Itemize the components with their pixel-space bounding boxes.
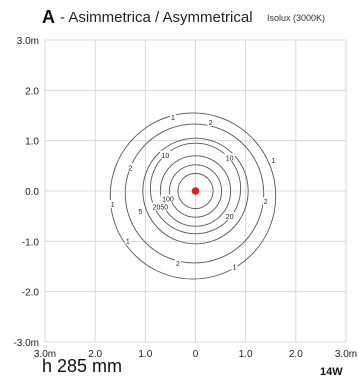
x-tick-label: 0 (193, 349, 199, 360)
x-tick-label: 3.0m (34, 349, 56, 360)
contour-label-bg (160, 150, 171, 159)
contour-lines (109, 112, 277, 280)
contour-label: 10 (162, 153, 170, 160)
contour-label-bg (160, 194, 176, 203)
y-tick-label: 2.0 (25, 86, 39, 97)
y-tick-label: 0.0 (25, 187, 39, 198)
contour-label: 10 (226, 155, 234, 162)
contour-label-bg (137, 207, 144, 216)
contour-label-bg (124, 236, 131, 245)
isolux-contour-2 (124, 123, 265, 264)
chart-title: - Asimmetrica / Asymmetrical (60, 9, 253, 26)
x-axis-ticks: 3.0m 2.0 1.0 0 1.0 2.0 3.0m (34, 349, 357, 360)
chart-header: A - Asimmetrica / Asymmetrical Isolux (3… (0, 0, 359, 32)
y-axis-ticks: 3.0m 2.0 1.0 0.0 -1.0 -2.0 -3.0m (13, 36, 39, 349)
contour-label: 20 (226, 214, 234, 221)
contour-label: 1 (126, 238, 130, 245)
mounting-height-label: h 285 mm (42, 356, 123, 376)
x-tick-label: 2.0 (289, 349, 303, 360)
contour-label-bg (109, 200, 116, 209)
contour-label-bg (224, 212, 235, 221)
title-letter: A (42, 7, 55, 27)
contour-label: 100 (162, 197, 174, 204)
y-tick-label: 1.0 (25, 137, 39, 148)
contour-label: 1 (233, 265, 237, 272)
contour-label-bg (224, 153, 235, 162)
contour-label: 5 (138, 209, 142, 216)
isolux-contour-100 (177, 172, 214, 210)
contour-label: 2050 (153, 205, 169, 212)
x-tick-label: 3.0m (335, 349, 357, 360)
contour-label-bg (270, 155, 277, 164)
y-tick-label: -2.0 (22, 288, 40, 299)
chart-subtitle: Isolux (3000K) (267, 13, 326, 23)
contour-label: 2 (264, 199, 268, 206)
x-tick-label: 2.0 (88, 349, 102, 360)
contour-label: 2 (128, 165, 132, 172)
contour-label-bg (262, 197, 269, 206)
contour-label: 1 (271, 158, 275, 165)
contour-label-bg (207, 118, 214, 127)
isolux-contour-5 (142, 137, 249, 245)
y-tick-label: 3.0m (17, 36, 39, 47)
x-tick-label: 1.0 (239, 349, 253, 360)
y-tick-label: -3.0m (13, 338, 39, 349)
power-label: 14W (320, 366, 343, 378)
isolux-contour-1 (109, 112, 277, 280)
y-tick-label: -1.0 (22, 237, 40, 248)
light-source-marker (191, 187, 200, 195)
contour-label-bg (231, 262, 238, 271)
contour-label: 2 (209, 120, 213, 127)
contour-label-bg (127, 163, 134, 172)
isolux-contour-20 (159, 155, 232, 227)
contour-label-bg (174, 258, 182, 267)
contour-label-bg (169, 113, 177, 122)
contour-label-bg (150, 202, 170, 211)
contour-label: 1 (171, 115, 175, 122)
isolux-contour-10 (149, 142, 242, 235)
x-tick-label: 1.0 (138, 349, 152, 360)
contour-label: 1 (111, 202, 115, 209)
isolux-contour-50 (168, 164, 223, 218)
contour-label: 2 (176, 261, 180, 268)
